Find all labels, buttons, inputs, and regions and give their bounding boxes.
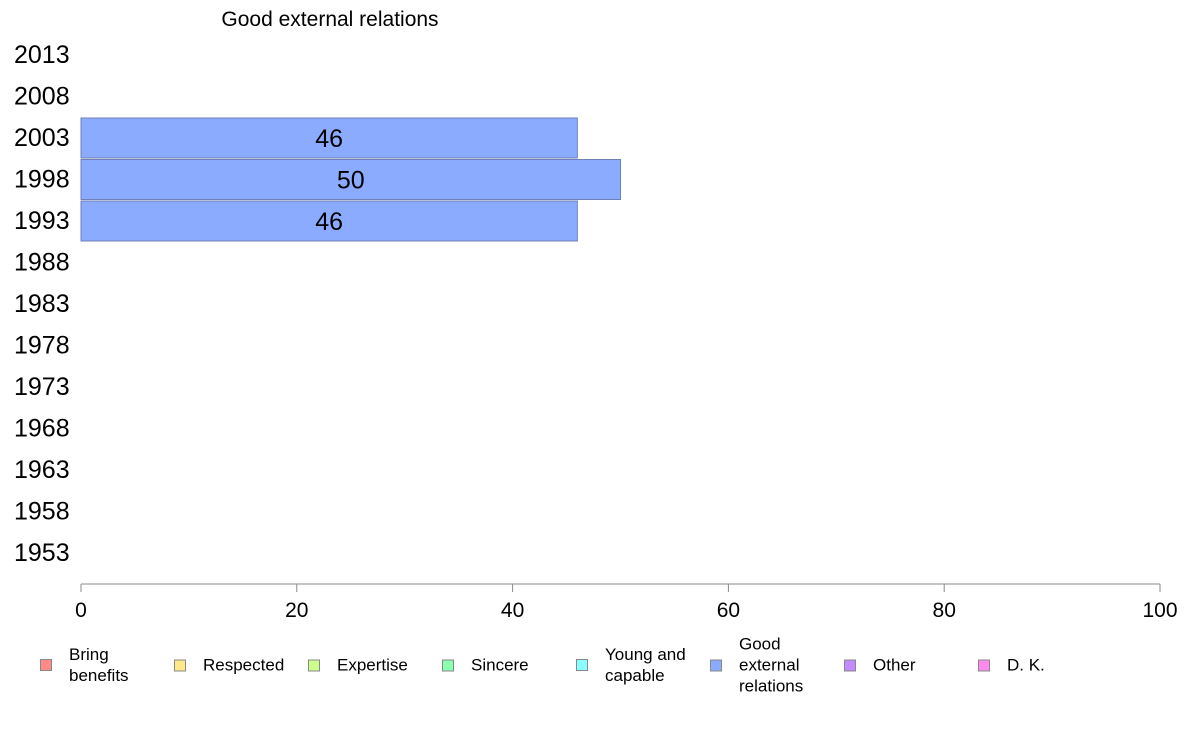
legend-label: Sincere <box>471 655 529 675</box>
legend-swatch <box>308 659 320 671</box>
legend-swatch <box>844 659 856 671</box>
legend-label: D. K. <box>1007 655 1045 675</box>
legend-label: Good external relations <box>739 634 804 696</box>
legend-item: Good external relations <box>710 634 803 697</box>
legend-swatch <box>576 659 588 671</box>
y-tick-label: 1983 <box>14 290 70 318</box>
legend-label: Young and capable <box>605 645 686 685</box>
y-tick-label: 1953 <box>14 539 70 567</box>
legend-item: Respected <box>174 655 284 676</box>
y-tick-label: 1978 <box>14 332 70 360</box>
legend-swatch <box>710 659 722 671</box>
chart-title: Good external relations <box>221 8 438 31</box>
legend-swatch <box>978 659 990 671</box>
legend-swatch <box>442 659 454 671</box>
legend-item: D. K. <box>978 655 1045 676</box>
y-tick-label: 1958 <box>14 498 70 526</box>
legend-label: Bring benefits <box>69 645 129 685</box>
x-tick-label: 80 <box>933 599 956 622</box>
x-axis: 0 20 40 60 80 100 <box>75 583 1178 622</box>
legend-item: Other <box>844 655 916 676</box>
legend-item: Young and capable <box>576 644 686 686</box>
x-tick-label: 100 <box>1142 599 1177 622</box>
legend-label: Other <box>873 655 916 675</box>
legend-item: Sincere <box>442 655 529 676</box>
legend: Bring benefits Respected Expertise Sincere Yo… <box>0 630 1188 710</box>
bar-chart: Good external relations 2013 2008 2003 1998… <box>14 8 1178 622</box>
bar-value-label: 50 <box>337 167 365 195</box>
legend-label: Expertise <box>337 655 408 675</box>
legend-swatch <box>40 659 52 671</box>
bar-value-label: 46 <box>315 125 343 153</box>
legend-label: Respected <box>203 655 285 675</box>
bar <box>80 159 621 200</box>
bars: 46 50 46 <box>80 117 621 242</box>
y-tick-label: 1998 <box>14 166 70 194</box>
x-tick-label: 0 <box>75 599 87 622</box>
y-tick-label: 1988 <box>14 249 70 277</box>
legend-swatch <box>174 659 186 671</box>
y-tick-label: 2008 <box>14 83 70 111</box>
y-tick-label: 1968 <box>14 415 70 443</box>
legend-item: Bring benefits <box>40 644 129 686</box>
y-tick-label: 1973 <box>14 373 70 401</box>
y-axis-labels: 2013 2008 2003 1998 1993 1988 1983 1978 1973 1968… <box>14 41 70 567</box>
bar <box>80 200 578 242</box>
bar <box>80 117 578 159</box>
x-tick-label: 60 <box>717 599 740 622</box>
x-tick-label: 40 <box>501 599 524 622</box>
y-tick-label: 1963 <box>14 456 70 484</box>
legend-item: Expertise <box>308 655 408 676</box>
bar-value-label: 46 <box>315 208 343 236</box>
x-tick-label: 20 <box>285 599 308 622</box>
y-tick-label: 2003 <box>14 124 70 152</box>
y-tick-label: 2013 <box>14 41 70 69</box>
y-tick-label: 1993 <box>14 207 70 235</box>
